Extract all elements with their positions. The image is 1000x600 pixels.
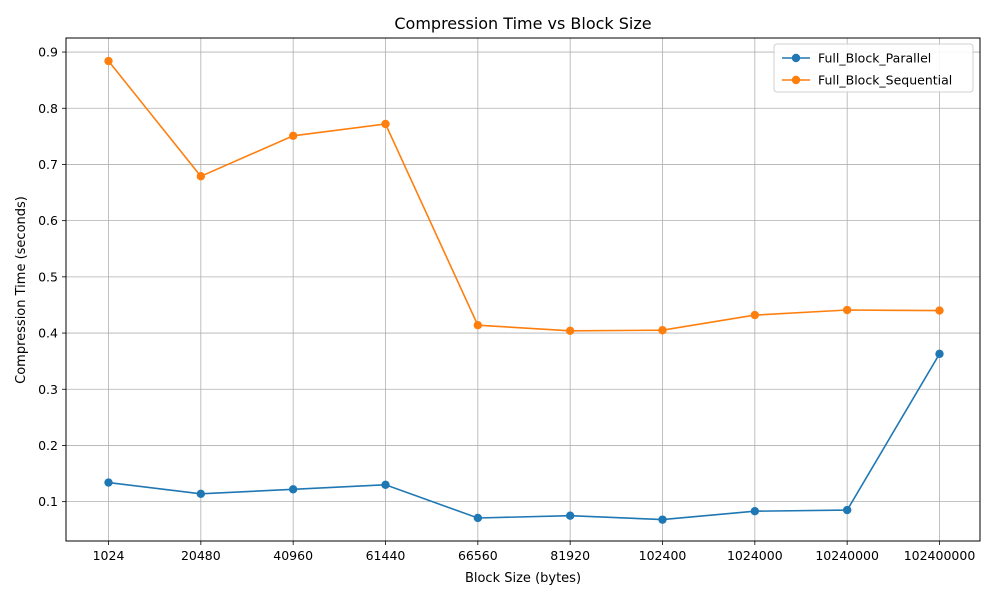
- data-point: [381, 480, 390, 489]
- x-tick-label: 20480: [181, 548, 221, 563]
- legend-marker: [791, 75, 801, 85]
- legend: Full_Block_Parallel Full_Block_Sequential: [773, 43, 974, 93]
- chart-title: Compression Time vs Block Size: [394, 14, 651, 33]
- legend-marker: [791, 53, 801, 63]
- data-point: [288, 131, 298, 140]
- y-tick-label: 0.5: [38, 269, 58, 284]
- data-point: [842, 505, 852, 515]
- legend-entry: Full_Block_Sequential: [782, 73, 952, 88]
- x-tick-label: 40960: [273, 548, 313, 563]
- y-axis-title: Compression Time (seconds): [14, 196, 29, 384]
- data-point: [288, 485, 298, 494]
- x-tick-label: 66560: [458, 548, 498, 563]
- data-point: [935, 349, 944, 359]
- series-line: [108, 353, 941, 521]
- x-tick-label: 1024: [93, 548, 125, 563]
- legend-label: Full_Block_Parallel: [818, 51, 931, 66]
- series-line: [107, 60, 940, 332]
- data-point: [473, 320, 483, 330]
- y-tick-label: 0.3: [38, 382, 58, 397]
- data-point: [196, 172, 206, 181]
- series-full-block-parallel: [104, 349, 944, 524]
- y-tick-label: 0.1: [38, 494, 58, 509]
- series-full-block-sequential: [104, 56, 944, 336]
- x-tick-label: 102400: [639, 548, 687, 563]
- legend-frame: [773, 43, 974, 93]
- data-point: [935, 306, 944, 315]
- legend-entry: Full_Block_Parallel: [782, 51, 931, 66]
- x-tick-label: 81920: [550, 548, 590, 563]
- data-point: [104, 56, 113, 66]
- grid: [66, 38, 980, 541]
- data-point: [565, 326, 575, 336]
- legend-label: Full_Block_Sequential: [818, 73, 952, 88]
- x-tick-label: 10240000: [815, 548, 879, 563]
- y-tick-label: 0.9: [38, 45, 58, 60]
- x-tick-label: 102400000: [904, 548, 976, 563]
- y-tick-label: 0.6: [38, 213, 58, 228]
- data-point: [750, 310, 760, 320]
- x-axis: 1024 20480 40960 61440 66560 81920 102400 10240…: [93, 541, 976, 563]
- y-tick-label: 0.2: [38, 438, 58, 453]
- data-point: [473, 513, 483, 523]
- data-point: [750, 507, 760, 516]
- x-tick-label: 61440: [366, 548, 406, 563]
- y-axis: 0.1 0.2 0.3 0.4 0.5 0.6 0.7 0.8 0.9: [38, 45, 66, 509]
- data-point: [104, 478, 113, 487]
- x-axis-title: Block Size (bytes): [465, 571, 581, 586]
- data-point: [658, 515, 667, 524]
- data-point: [196, 489, 206, 498]
- y-tick-label: 0.7: [38, 157, 58, 172]
- series-layer: [104, 56, 944, 524]
- plot-frame: [65, 37, 981, 542]
- data-point: [842, 305, 852, 315]
- y-tick-label: 0.8: [38, 101, 58, 116]
- y-tick-label: 0.4: [38, 326, 58, 341]
- data-point: [381, 119, 390, 129]
- data-point: [658, 326, 667, 335]
- x-tick-label: 1024000: [727, 548, 783, 563]
- data-point: [565, 511, 575, 520]
